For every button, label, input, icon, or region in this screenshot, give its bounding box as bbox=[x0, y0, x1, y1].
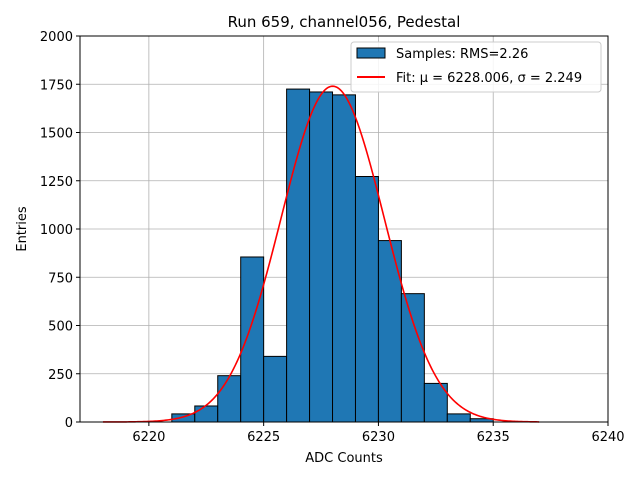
y-tick-label: 250 bbox=[48, 368, 73, 383]
fit-curve bbox=[102, 85, 540, 423]
histogram-bar bbox=[332, 94, 356, 423]
x-tick-label: 6230 bbox=[362, 430, 395, 445]
x-tick-label: 6225 bbox=[247, 430, 280, 445]
histogram-bar bbox=[217, 375, 242, 423]
x-tick-label: 6240 bbox=[591, 430, 624, 445]
legend-samples-label: Samples: RMS=2.26 bbox=[396, 47, 528, 62]
histogram-bar bbox=[309, 91, 334, 423]
y-tick-label: 1750 bbox=[40, 78, 73, 93]
histogram-bar bbox=[286, 88, 311, 423]
histogram-bar bbox=[377, 240, 402, 423]
legend-box bbox=[350, 41, 602, 93]
y-tick-label: 500 bbox=[48, 320, 73, 335]
histogram-bar bbox=[240, 256, 265, 423]
chart-title: Run 659, channel056, Pedestal bbox=[228, 13, 461, 31]
x-tick-label: 6235 bbox=[477, 430, 510, 445]
y-tick-label: 0 bbox=[65, 416, 73, 431]
histogram-bar bbox=[446, 413, 471, 423]
histogram-bar bbox=[400, 293, 425, 423]
legend-samples-swatch bbox=[356, 47, 386, 59]
x-axis-label: ADC Counts bbox=[305, 451, 383, 466]
y-tick-label: 750 bbox=[48, 271, 73, 286]
histogram-bar bbox=[354, 176, 379, 423]
y-tick-label: 1000 bbox=[40, 223, 73, 238]
histogram-bar bbox=[194, 405, 219, 423]
y-axis-label: Entries bbox=[15, 206, 30, 252]
histogram-bar bbox=[171, 413, 196, 423]
y-tick-label: 1500 bbox=[40, 127, 73, 142]
histogram-bar bbox=[263, 355, 288, 423]
x-tick-label: 6220 bbox=[132, 430, 165, 445]
legend: Samples: RMS=2.26 Fit: μ = 6228.006, σ =… bbox=[350, 41, 602, 93]
y-tick-label: 2000 bbox=[40, 30, 73, 45]
legend-fit-label: Fit: μ = 6228.006, σ = 2.249 bbox=[396, 71, 582, 86]
y-tick-label: 1250 bbox=[40, 175, 73, 190]
